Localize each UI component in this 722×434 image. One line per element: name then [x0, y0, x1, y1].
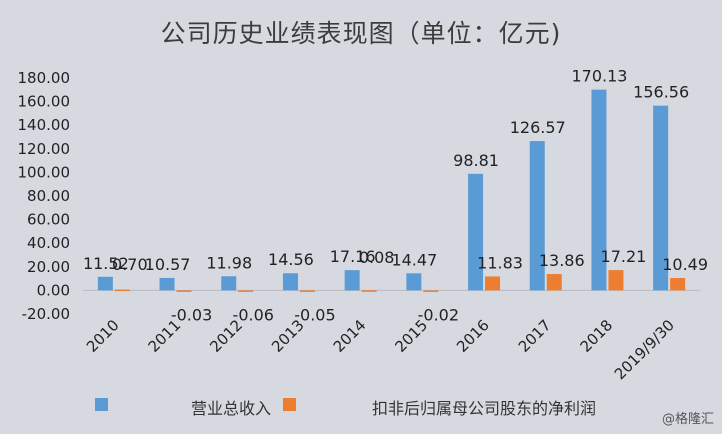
- x-category-label: 2014: [330, 316, 370, 356]
- y-tick-label: -20.00: [22, 305, 70, 323]
- data-label-revenue: 11.52: [83, 254, 129, 273]
- data-label-revenue: 98.81: [453, 151, 499, 170]
- data-label-net-profit: 11.83: [477, 253, 523, 272]
- bar-revenue: [159, 277, 175, 291]
- y-tick-label: 120.00: [18, 140, 71, 158]
- y-tick-label: 40.00: [27, 234, 70, 252]
- data-label-revenue: 10.57: [145, 255, 191, 274]
- y-tick-label: 80.00: [27, 187, 70, 205]
- y-tick-label: 140.00: [18, 116, 71, 134]
- data-label-revenue: 11.98: [206, 253, 252, 272]
- data-label-revenue: 170.13: [571, 67, 627, 86]
- bar-net-profit: [546, 274, 562, 291]
- y-tick-label: 0.00: [37, 281, 70, 299]
- legend-swatch-net-profit: [283, 398, 296, 411]
- data-label-net-profit: 0.70: [112, 255, 148, 274]
- bar-net-profit: [670, 278, 686, 291]
- y-tick-label: 160.00: [18, 93, 71, 111]
- data-label-net-profit: -0.05: [294, 305, 335, 324]
- x-category-label: 2018: [577, 316, 617, 356]
- y-tick-label: 60.00: [27, 211, 70, 229]
- data-label-revenue: 126.57: [510, 118, 566, 137]
- bar-net-profit: [361, 290, 377, 292]
- bar-net-profit: [176, 290, 192, 292]
- data-label-revenue: 156.56: [633, 83, 689, 102]
- legend: 营业总收入 扣非后归属母公司股东的净利润: [95, 393, 695, 418]
- watermark: @格隆汇: [661, 412, 714, 427]
- x-category-label: 2017: [515, 316, 555, 356]
- bar-revenue: [529, 141, 545, 291]
- bar-revenue: [282, 273, 298, 291]
- bar-net-profit: [114, 289, 130, 292]
- y-tick-label: 20.00: [27, 258, 70, 276]
- y-tick-label: 180.00: [18, 69, 71, 87]
- data-label-net-profit: 10.49: [662, 255, 708, 274]
- bar-net-profit: [608, 270, 624, 291]
- bar-revenue: [653, 105, 669, 291]
- data-label-net-profit: 13.86: [539, 251, 585, 270]
- data-label-net-profit: -0.06: [233, 305, 274, 324]
- bar-revenue: [97, 276, 113, 291]
- bar-revenue: [468, 173, 484, 291]
- bar-net-profit: [238, 290, 254, 292]
- legend-label-revenue: 营业总收入: [191, 399, 272, 418]
- data-label-net-profit: 0.08: [359, 248, 395, 267]
- x-category-label: 2016: [453, 316, 493, 356]
- bar-net-profit: [299, 290, 315, 292]
- data-label-net-profit: 17.21: [601, 247, 647, 266]
- y-tick-label: 100.00: [18, 163, 71, 181]
- bar-net-profit: [423, 290, 439, 292]
- legend-label-net-profit: 扣非后归属母公司股东的净利润: [372, 399, 597, 418]
- data-label-revenue: 14.47: [391, 250, 437, 269]
- chart-title: 公司历史业绩表现图（单位：亿元): [160, 19, 562, 48]
- bar-revenue: [221, 276, 237, 291]
- bar-revenue: [406, 273, 422, 291]
- bar-net-profit: [485, 276, 501, 291]
- x-category-label: 2019/9/30: [611, 316, 678, 383]
- data-label-revenue: 14.56: [268, 250, 314, 269]
- data-label-net-profit: -0.03: [171, 305, 212, 324]
- bar-revenue: [344, 270, 360, 291]
- data-label-revenue: 17.16: [330, 247, 376, 266]
- x-category-label: 2010: [83, 316, 123, 356]
- legend-swatch-revenue: [95, 398, 108, 411]
- bar-revenue: [591, 89, 607, 291]
- data-label-net-profit: -0.02: [418, 305, 459, 324]
